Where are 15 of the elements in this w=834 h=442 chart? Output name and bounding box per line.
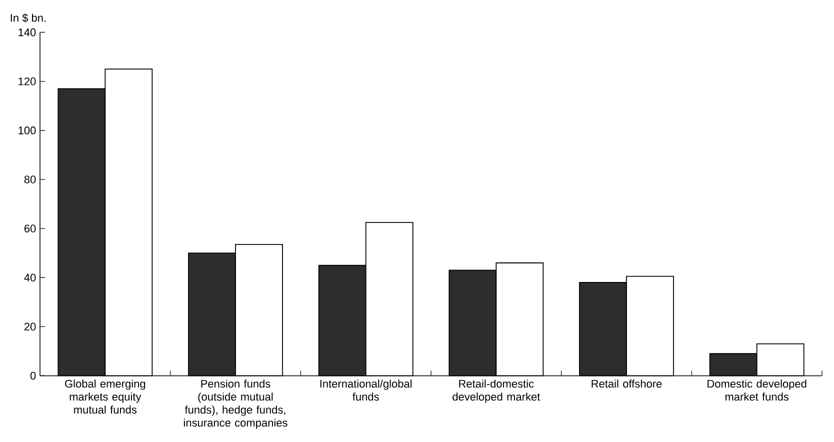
x-tick-label: Retail-domestic developed market	[452, 380, 540, 403]
y-tick-label: 140	[18, 28, 36, 36]
y-tick-label: 80	[24, 176, 36, 184]
y-axis-title: In $ bn.	[10, 14, 46, 22]
y-tick-label: 120	[18, 77, 36, 86]
y-tick-label: 60	[24, 224, 36, 232]
x-tick-label: Global emerging markets equity mutual funds	[65, 380, 146, 414]
x-tick-label: Pension funds (outside mutual funds), hedge funds, insurance companies	[184, 380, 288, 429]
x-tick-label: Retail offshore	[592, 380, 662, 388]
y-tick-label: 20	[24, 322, 36, 331]
y-tick-label: 100	[18, 126, 36, 134]
x-tick-label: Domestic developed market funds	[708, 380, 806, 401]
x-tick-label: International/global funds	[320, 380, 412, 401]
y-tick-label: 0	[30, 372, 36, 380]
y-tick-label: 40	[24, 274, 36, 282]
